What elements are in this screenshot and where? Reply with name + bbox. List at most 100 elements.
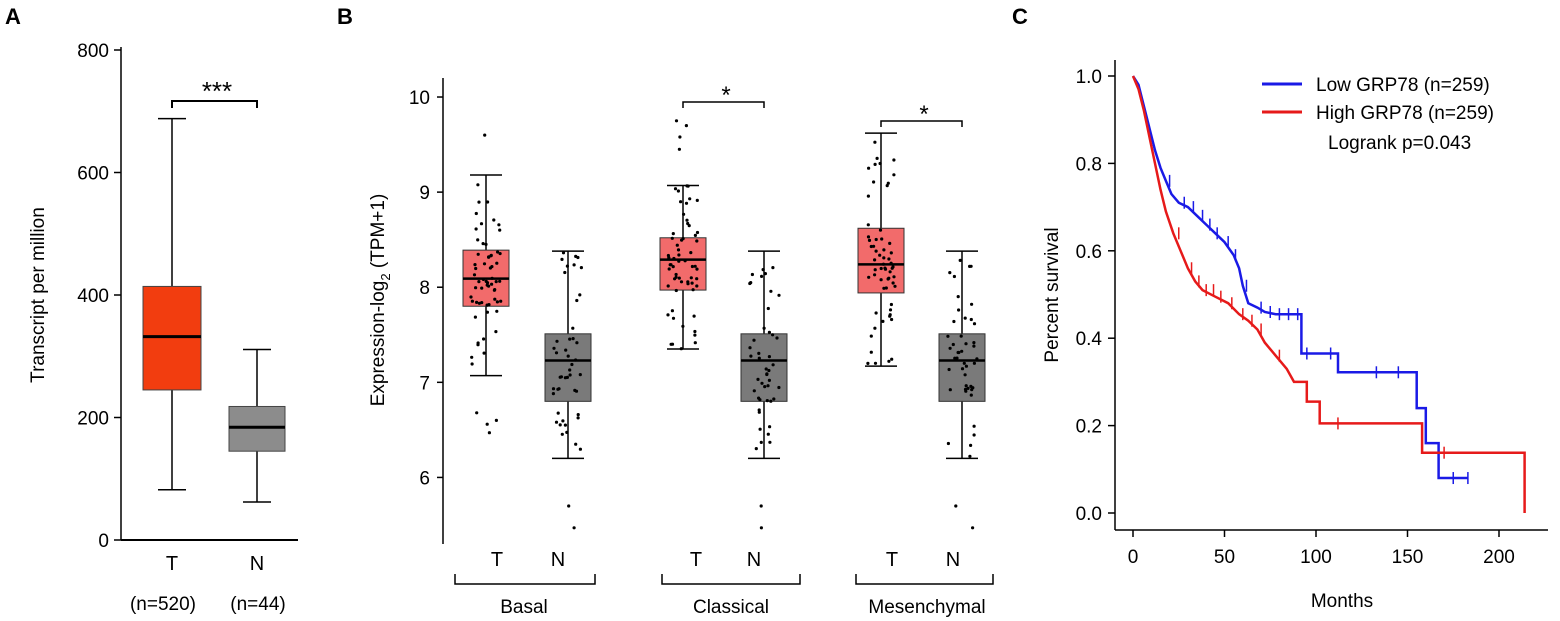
panel-b-classical-t-label: T (690, 549, 702, 571)
panel-b-jitter-point (563, 376, 568, 380)
panel-b-outlier-point (684, 124, 689, 128)
panel-b-jitter-point (676, 189, 681, 193)
panel-b-jitter-point (881, 262, 886, 266)
panel-b-jitter-point (948, 271, 952, 275)
panel-c-ytick-label: 0.0 (1076, 504, 1102, 525)
panel-b-jitter-point (749, 354, 753, 358)
panel-b-jitter-point (479, 222, 484, 226)
panel-b-jitter-point (869, 350, 873, 354)
panel-b-basal-t-label: T (491, 549, 503, 571)
panel-b-jitter-point (695, 267, 699, 271)
panel-b-jitter-point (695, 284, 699, 288)
panel-a-group-t-n: (n=520) (130, 594, 196, 615)
panel-b-jitter-point (758, 398, 762, 402)
panel-b-jitter-point (952, 274, 957, 279)
panel-b-jitter-point (695, 277, 699, 281)
panel-b-outlier-point (475, 411, 479, 415)
panel-b-jitter-point (878, 161, 882, 166)
panel-b-jitter-point (777, 293, 781, 297)
panel-a-significance-bracket (171, 100, 258, 108)
panel-c-ytick-label: 0.6 (1076, 242, 1102, 263)
panel-b-jitter-point (684, 201, 689, 205)
panel-b-jitter-point (873, 162, 877, 166)
panel-b-jitter-point (952, 319, 956, 324)
panel-b-jitter-point (482, 351, 486, 355)
panel-b-jitter-point (470, 299, 474, 303)
panel-b-jitter-point (666, 313, 670, 317)
panel-b-jitter-point (888, 313, 892, 317)
panel-b-jitter-point (752, 389, 756, 393)
panel-b-jitter-point (671, 265, 675, 269)
panel-b-jitter-point (574, 254, 578, 258)
panel-b-jitter-point (688, 197, 692, 201)
panel-b-jitter-point (472, 273, 477, 277)
panel-b-jitter-point (551, 387, 556, 391)
panel-b-outlier-point (485, 422, 489, 426)
panel-b-jitter-point (754, 447, 758, 451)
panel-b-jitter-point (495, 300, 499, 304)
panel-b-jitter-point (964, 389, 968, 393)
panel-b-jitter-point (671, 232, 675, 236)
panel-b-classical-label: Classical (693, 597, 769, 618)
panel-b-jitter-point (767, 355, 772, 359)
logrank-text: Logrank p=0.043 (1328, 133, 1471, 154)
panel-b-jitter-point (480, 286, 484, 290)
panel-b-jitter-point (473, 263, 477, 267)
panel-b-group-bracket (454, 574, 596, 585)
panel-b-jitter-point (477, 200, 481, 204)
panel-b-jitter-point (551, 392, 556, 396)
panel-b-jitter-point (760, 274, 764, 278)
panel-b-jitter-point (969, 264, 973, 268)
panel-b-jitter-point (578, 293, 582, 297)
panel-b-jitter-point (948, 346, 952, 350)
panel-b-jitter-point (869, 244, 873, 249)
panel-b-boxplot: Expression-log2 (TPM+1) * * T N T N T N … (368, 78, 994, 618)
panel-c-ytick-label: 0.2 (1076, 417, 1102, 438)
panel-b-jitter-point (771, 266, 775, 270)
panel-b-jitter-point (487, 255, 491, 259)
panel-b-jitter-point (887, 359, 891, 363)
panel-b-classical-bracket (682, 101, 765, 108)
panel-b-jitter-point (750, 272, 755, 277)
panel-b-jitter-point (763, 385, 767, 389)
panel-a-group-n-label: N (250, 553, 264, 575)
panel-b-jitter-point (888, 270, 892, 274)
panel-b-jitter-point (748, 346, 752, 350)
panel-b-jitter-point (576, 416, 580, 420)
panel-b-jitter-point (673, 187, 678, 191)
panel-b-jitter-point (667, 267, 671, 271)
panel-b-outlier-point (483, 133, 487, 137)
panel-b-jitter-point (476, 183, 480, 187)
panel-b-outlier-point (494, 418, 498, 422)
panel-b-jitter-point (764, 367, 768, 371)
panel-b-jitter-point (879, 266, 883, 271)
panel-c-xtick-label: 100 (1300, 547, 1332, 568)
panel-b-jitter-point (498, 228, 502, 232)
panel-a-ytick-label: 800 (77, 41, 109, 62)
panel-b-jitter-point (767, 368, 771, 373)
panel-b-jitter-point (490, 282, 494, 286)
panel-b-jitter-point (874, 237, 878, 242)
panel-b-jitter-point (565, 430, 569, 434)
panel-b-jitter-point (964, 384, 968, 388)
panel-b-jitter-point (495, 309, 499, 313)
panel-b-jitter-point (887, 257, 891, 261)
panel-b-jitter-point (474, 227, 478, 231)
panel-b-jitter-point (686, 282, 690, 286)
panel-b-jitter-point (892, 173, 896, 177)
panel-b-jitter-point (873, 268, 877, 272)
panel-b-jitter-point (482, 262, 487, 266)
panel-b-jitter-point (969, 393, 973, 397)
panel-b-outlier-point (971, 526, 975, 530)
panel-label-c: C (1012, 4, 1028, 29)
panel-b-jitter-point (752, 338, 756, 342)
panel-a-group-n-n: (n=44) (230, 594, 285, 615)
panel-b-jitter-point (972, 361, 977, 365)
panel-b-ytick-label: 8 (419, 278, 430, 299)
panel-b-jitter-point (765, 399, 769, 403)
panel-b-jitter-point (962, 361, 966, 365)
panel-b-jitter-point (670, 342, 675, 346)
panel-b-jitter-point (890, 266, 894, 270)
panel-b-jitter-point (964, 342, 968, 346)
panel-b-jitter-point (576, 413, 580, 417)
